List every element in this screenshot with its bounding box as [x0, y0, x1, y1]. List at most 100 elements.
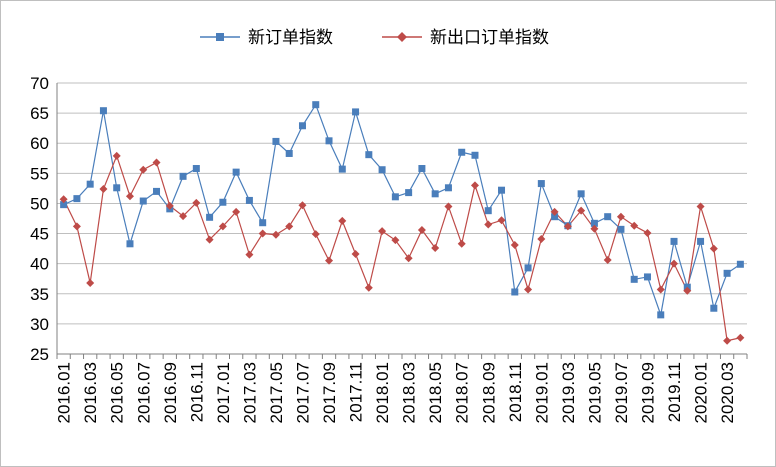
data-point-series-0	[657, 311, 665, 319]
data-point-series-1	[192, 198, 201, 207]
data-point-series-1	[351, 250, 360, 259]
data-point-series-1	[723, 336, 732, 345]
legend-marker-square	[216, 33, 224, 41]
data-point-series-1	[537, 234, 546, 243]
data-point-series-0	[126, 240, 134, 248]
data-point-series-1	[139, 165, 148, 174]
data-point-series-1	[59, 195, 68, 204]
series-lines	[63, 103, 741, 342]
data-point-series-0	[192, 165, 200, 173]
x-tick-label: 2017.09	[320, 362, 339, 423]
data-point-series-0	[73, 195, 81, 203]
data-point-series-0	[206, 213, 214, 221]
data-point-series-1	[563, 222, 572, 231]
data-point-series-1	[431, 244, 440, 253]
x-tick-label: 2017.11	[347, 362, 366, 422]
y-tick-label: 25	[30, 345, 49, 364]
data-point-series-0	[498, 186, 506, 194]
data-point-series-0	[99, 107, 107, 115]
legend-label-series-0: 新订单指数	[248, 28, 333, 48]
data-point-series-1	[205, 235, 214, 244]
data-point-series-1	[391, 236, 400, 245]
y-tick-label: 50	[30, 194, 49, 213]
data-point-series-0	[338, 165, 346, 173]
data-point-series-0	[484, 207, 492, 215]
legend-label-series-1: 新出口订单指数	[430, 28, 549, 48]
data-point-series-0	[458, 148, 466, 156]
data-point-series-0	[551, 213, 559, 221]
x-tick-label: 2019.11	[665, 362, 684, 422]
data-point-series-0	[537, 180, 545, 188]
x-tick-label: 2019.05	[585, 362, 604, 423]
data-point-series-1	[404, 254, 413, 263]
x-tick-label: 2018.09	[479, 362, 498, 423]
data-point-series-0	[431, 190, 439, 198]
y-tick-label: 55	[30, 164, 49, 183]
y-tick-label: 30	[30, 315, 49, 334]
data-point-series-1	[258, 229, 267, 238]
y-tick-label: 45	[30, 225, 49, 244]
legend-item-series-0[interactable]: 新订单指数	[200, 28, 333, 48]
series-line-0	[63, 103, 741, 318]
data-point-series-1	[112, 151, 121, 160]
data-point-series-0	[113, 184, 121, 192]
y-tick-label: 70	[30, 74, 49, 93]
data-point-series-1	[99, 184, 108, 193]
data-point-series-1	[271, 230, 280, 239]
x-tick-label: 2017.01	[214, 362, 233, 423]
data-point-series-1	[72, 222, 81, 231]
data-point-series-0	[352, 108, 360, 116]
data-point-series-0	[405, 189, 413, 197]
data-point-series-1	[152, 158, 161, 167]
axes	[56, 83, 748, 359]
data-point-series-1	[298, 201, 307, 210]
series-markers	[59, 101, 745, 345]
data-point-series-1	[338, 216, 347, 225]
gridlines	[57, 82, 747, 325]
data-point-series-0	[219, 198, 227, 206]
data-point-series-1	[590, 224, 599, 233]
legend: 新订单指数 新出口订单指数	[200, 28, 549, 48]
data-point-series-1	[643, 228, 652, 237]
data-point-series-0	[697, 237, 705, 245]
data-point-series-1	[165, 201, 174, 210]
data-point-series-1	[630, 221, 639, 230]
data-point-series-1	[232, 207, 241, 216]
data-point-series-0	[670, 237, 678, 245]
y-axis-ticks: 25 30 35 40 45 50 55 60 65 70	[30, 74, 49, 364]
data-point-series-0	[179, 172, 187, 180]
y-tick-label: 60	[30, 134, 49, 153]
x-tick-label: 2019.09	[638, 362, 657, 423]
x-tick-label: 2017.03	[240, 362, 259, 423]
y-tick-label: 35	[30, 285, 49, 304]
data-point-series-1	[444, 202, 453, 211]
data-point-series-0	[298, 122, 306, 130]
x-tick-label: 2020.03	[718, 362, 737, 423]
data-point-series-0	[511, 288, 519, 296]
data-point-series-0	[590, 219, 598, 227]
x-tick-label: 2019.03	[559, 362, 578, 423]
series-line-1	[63, 154, 741, 342]
x-tick-label: 2018.01	[373, 362, 392, 423]
legend-item-series-1[interactable]: 新出口订单指数	[382, 28, 549, 48]
data-point-series-0	[272, 137, 280, 145]
data-point-series-0	[153, 187, 161, 195]
data-point-series-1	[484, 220, 493, 229]
data-point-series-1	[683, 286, 692, 295]
data-point-series-1	[285, 222, 294, 231]
data-point-series-0	[577, 190, 585, 198]
y-tick-label: 40	[30, 255, 49, 274]
x-tick-label: 2018.03	[400, 362, 419, 423]
data-point-series-1	[179, 212, 188, 221]
data-point-series-0	[604, 213, 612, 221]
data-point-series-0	[723, 269, 731, 277]
x-tick-label: 2019.07	[612, 362, 631, 423]
data-point-series-0	[245, 196, 253, 204]
data-point-series-1	[510, 240, 519, 249]
data-point-series-0	[444, 184, 452, 192]
legend-marker-diamond	[397, 32, 407, 42]
data-point-series-0	[524, 264, 532, 272]
data-point-series-1	[245, 250, 254, 259]
data-point-series-1	[311, 230, 320, 239]
